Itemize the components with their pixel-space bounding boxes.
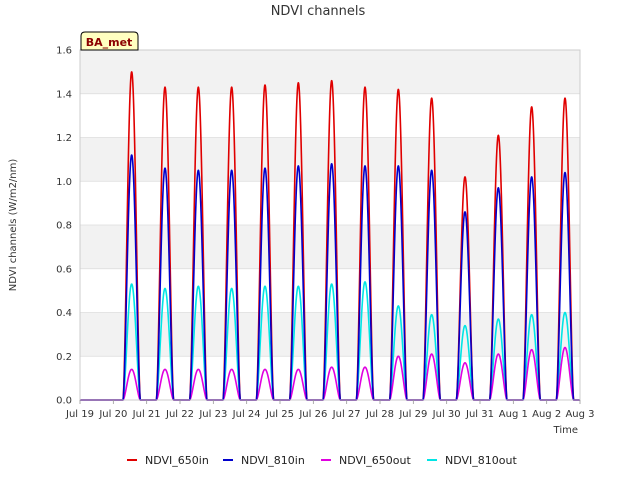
- x-tick-label: Jul 31: [465, 409, 494, 420]
- station-badge: BA_met: [80, 31, 139, 51]
- y-tick-label: 0.4: [56, 308, 72, 319]
- x-tick-label: Jul 22: [165, 409, 194, 420]
- plot-band: [80, 225, 580, 269]
- y-tick-label: 0.6: [56, 264, 72, 275]
- y-tick-label: 1.2: [56, 133, 72, 144]
- y-tick-label: 1.0: [56, 177, 72, 188]
- x-tick-label: Aug 3: [565, 409, 594, 420]
- legend-label: NDVI_650in: [145, 454, 209, 467]
- y-tick-label: 0.0: [56, 396, 72, 407]
- y-axis-ticks: 0.0 0.2 0.4 0.6 0.8 1.0 1.2 1.4 1.6: [56, 46, 72, 407]
- series-line-ndvi-810out: [79, 281, 581, 401]
- legend: NDVI_650in NDVI_810in NDVI_650out NDVI_810o…: [127, 454, 517, 467]
- series-line-ndvi-650out: [79, 346, 581, 401]
- plot-band: [80, 356, 580, 400]
- y-tick-label: 1.6: [56, 46, 72, 57]
- x-tick-label: Aug 2: [532, 409, 561, 420]
- y-tick-label: 0.8: [56, 221, 72, 232]
- y-tick-label: 0.2: [56, 352, 72, 363]
- station-badge-label: BA_met: [86, 36, 133, 49]
- series-line-ndvi-810in: [79, 154, 581, 401]
- x-tick-label: Jul 29: [398, 409, 427, 420]
- x-tick-label: Jul 20: [98, 409, 127, 420]
- y-axis-title: NDVI channels (W/m2/nm): [8, 159, 19, 292]
- x-tick-label: Jul 26: [298, 409, 327, 420]
- station-badge-box: [80, 31, 139, 51]
- legend-label: NDVI_650out: [339, 454, 411, 467]
- legend-label: NDVI_810in: [241, 454, 305, 467]
- x-tick-label: Jul 28: [365, 409, 394, 420]
- x-tick-label: Jul 27: [332, 409, 361, 420]
- series-lines: [79, 71, 581, 401]
- x-tick-label: Jul 23: [198, 409, 227, 420]
- plot-frame: [79, 49, 581, 401]
- x-tick-label: Aug 1: [499, 409, 528, 420]
- y-tick-label: 1.4: [56, 89, 72, 100]
- series-line-ndvi-650in: [79, 71, 581, 401]
- x-tick-label: Jul 25: [265, 409, 294, 420]
- plot-band: [80, 312, 580, 357]
- x-tick-label: Jul 30: [432, 409, 461, 420]
- chart-title: NDVI channels: [271, 4, 366, 19]
- legend-label: NDVI_810out: [445, 454, 517, 467]
- x-tick-label: Jul 24: [232, 409, 261, 420]
- plot-band: [80, 50, 580, 94]
- x-tick-label: Jul 21: [132, 409, 161, 420]
- x-tick-label: Jul 19: [65, 409, 94, 420]
- x-axis-ticks: Jul 19 Jul 20 Jul 21 Jul 22 Jul 23 Jul 24 Jul …: [65, 400, 595, 420]
- x-axis-title: Time: [553, 425, 578, 436]
